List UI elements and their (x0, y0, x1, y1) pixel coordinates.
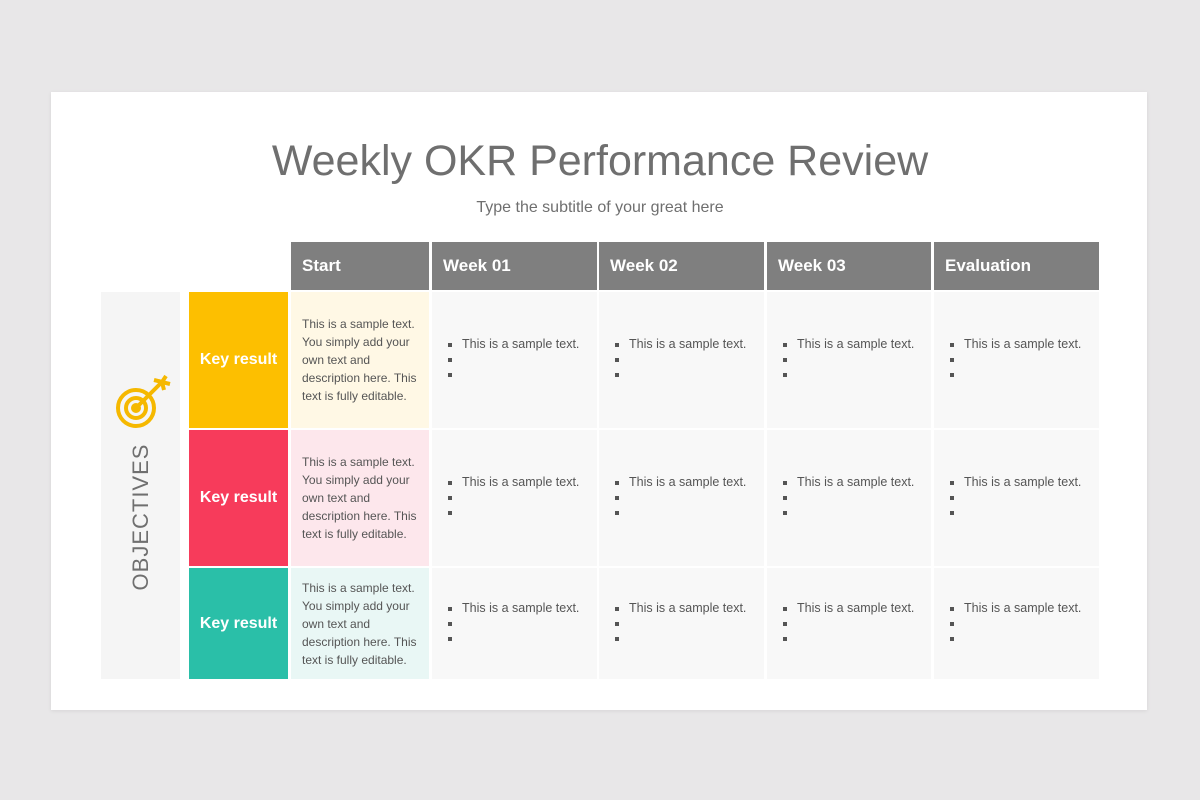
bullet-item: This is a sample text. (629, 337, 764, 352)
bullet-empty (964, 352, 1099, 367)
subtitle: Type the subtitle of your great here (476, 199, 724, 216)
objectives-panel (101, 292, 180, 679)
key-result: Key result (189, 292, 288, 428)
bullet-list: This is a sample text. (946, 337, 1099, 382)
week-cell: This is a sample text. (767, 292, 931, 428)
target-icon (116, 374, 171, 428)
week-cell: This is a sample text. (934, 568, 1099, 679)
bullet-empty (964, 616, 1099, 631)
week-cell: This is a sample text. (599, 430, 764, 566)
bullet-empty (797, 367, 931, 382)
bullet-list: This is a sample text. (444, 337, 597, 382)
bullet-item: This is a sample text. (462, 475, 597, 490)
bullet-item: This is a sample text. (462, 337, 597, 352)
week-cell: This is a sample text. (767, 568, 931, 679)
column-header: Week 02 (599, 242, 764, 290)
bullet-item: This is a sample text. (797, 601, 931, 616)
bullet-empty (462, 616, 597, 631)
bullet-list: This is a sample text. (444, 601, 597, 646)
week-cell: This is a sample text. (432, 292, 597, 428)
bullet-empty (629, 505, 764, 520)
bullet-list: This is a sample text. (946, 475, 1099, 520)
start-text: This is a sample text. You simply add yo… (291, 568, 429, 679)
bullet-list: This is a sample text. (779, 337, 931, 382)
side-label: OBJECTIVES (128, 443, 153, 591)
bullet-empty (964, 631, 1099, 646)
bullet-item: This is a sample text. (629, 475, 764, 490)
bullet-empty (797, 616, 931, 631)
bullet-empty (797, 505, 931, 520)
start-text: This is a sample text. You simply add yo… (291, 430, 429, 566)
bullet-item: This is a sample text. (629, 601, 764, 616)
bullet-item: This is a sample text. (462, 601, 597, 616)
week-cell: This is a sample text. (432, 430, 597, 566)
bullet-empty (462, 631, 597, 646)
bullet-empty (797, 352, 931, 367)
bullet-empty (462, 490, 597, 505)
bullet-empty (462, 505, 597, 520)
bullet-list: This is a sample text. (611, 337, 764, 382)
bullet-empty (629, 490, 764, 505)
bullet-empty (462, 352, 597, 367)
column-header: Week 01 (432, 242, 597, 290)
bullet-empty (629, 352, 764, 367)
week-cell: This is a sample text. (432, 568, 597, 679)
bullet-item: This is a sample text. (964, 601, 1099, 616)
column-header: Start (291, 242, 429, 290)
bullet-empty (964, 490, 1099, 505)
key-result: Key result (189, 430, 288, 566)
week-cell: This is a sample text. (599, 292, 764, 428)
title: Weekly OKR Performance Review (271, 137, 929, 185)
bullet-list: This is a sample text. (444, 475, 597, 520)
key-result: Key result (189, 568, 288, 679)
bullet-empty (964, 367, 1099, 382)
bullet-item: This is a sample text. (797, 475, 931, 490)
bullet-item: This is a sample text. (964, 475, 1099, 490)
bullet-list: This is a sample text. (779, 475, 931, 520)
bullet-empty (629, 367, 764, 382)
bullet-empty (797, 490, 931, 505)
bullet-list: This is a sample text. (946, 601, 1099, 646)
bullet-empty (797, 631, 931, 646)
week-cell: This is a sample text. (599, 568, 764, 679)
column-header: Week 03 (767, 242, 931, 290)
bullet-item: This is a sample text. (964, 337, 1099, 352)
bullet-empty (629, 631, 764, 646)
bullet-empty (629, 616, 764, 631)
column-header: Evaluation (934, 242, 1099, 290)
bullet-list: This is a sample text. (611, 601, 764, 646)
week-cell: This is a sample text. (934, 430, 1099, 566)
week-cell: This is a sample text. (767, 430, 931, 566)
start-text: This is a sample text. You simply add yo… (291, 292, 429, 428)
bullet-list: This is a sample text. (779, 601, 931, 646)
bullet-empty (964, 505, 1099, 520)
bullet-empty (462, 367, 597, 382)
bullet-list: This is a sample text. (611, 475, 764, 520)
week-cell: This is a sample text. (934, 292, 1099, 428)
bullet-item: This is a sample text. (797, 337, 931, 352)
